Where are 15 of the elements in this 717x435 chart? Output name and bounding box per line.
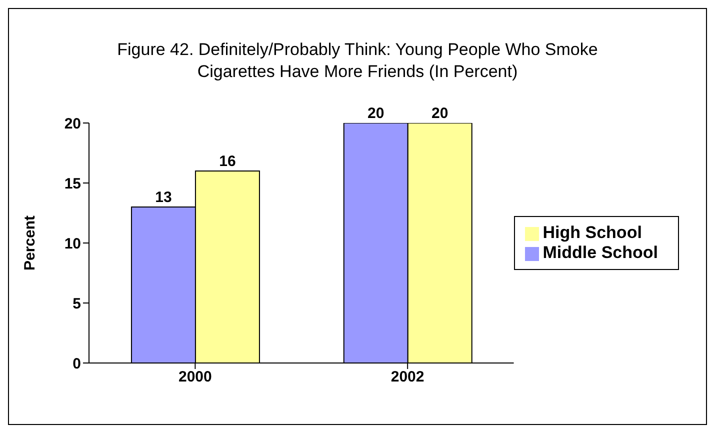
legend-label: Middle School <box>542 243 658 262</box>
data-label: 16 <box>219 153 236 170</box>
x-tick-label: 2002 <box>390 368 424 386</box>
data-label: 13 <box>155 189 172 206</box>
x-tick-label: 2000 <box>178 368 212 386</box>
y-tick-label: 20 <box>64 115 81 132</box>
y-tick-label: 10 <box>64 235 81 252</box>
y-tick-label: 15 <box>64 175 81 192</box>
legend-label: High School <box>542 223 642 242</box>
data-label: 20 <box>432 105 448 122</box>
data-label: 20 <box>368 105 384 122</box>
chart-title: Figure 42. Definitely/Probably Think: Young People Who Smoke Cigarettes Have More Friends (In Percent) <box>116 39 599 83</box>
y-tick-label: 5 <box>72 295 81 312</box>
y-tick-label: 0 <box>72 355 81 372</box>
y-axis-title: Percent <box>21 215 38 271</box>
